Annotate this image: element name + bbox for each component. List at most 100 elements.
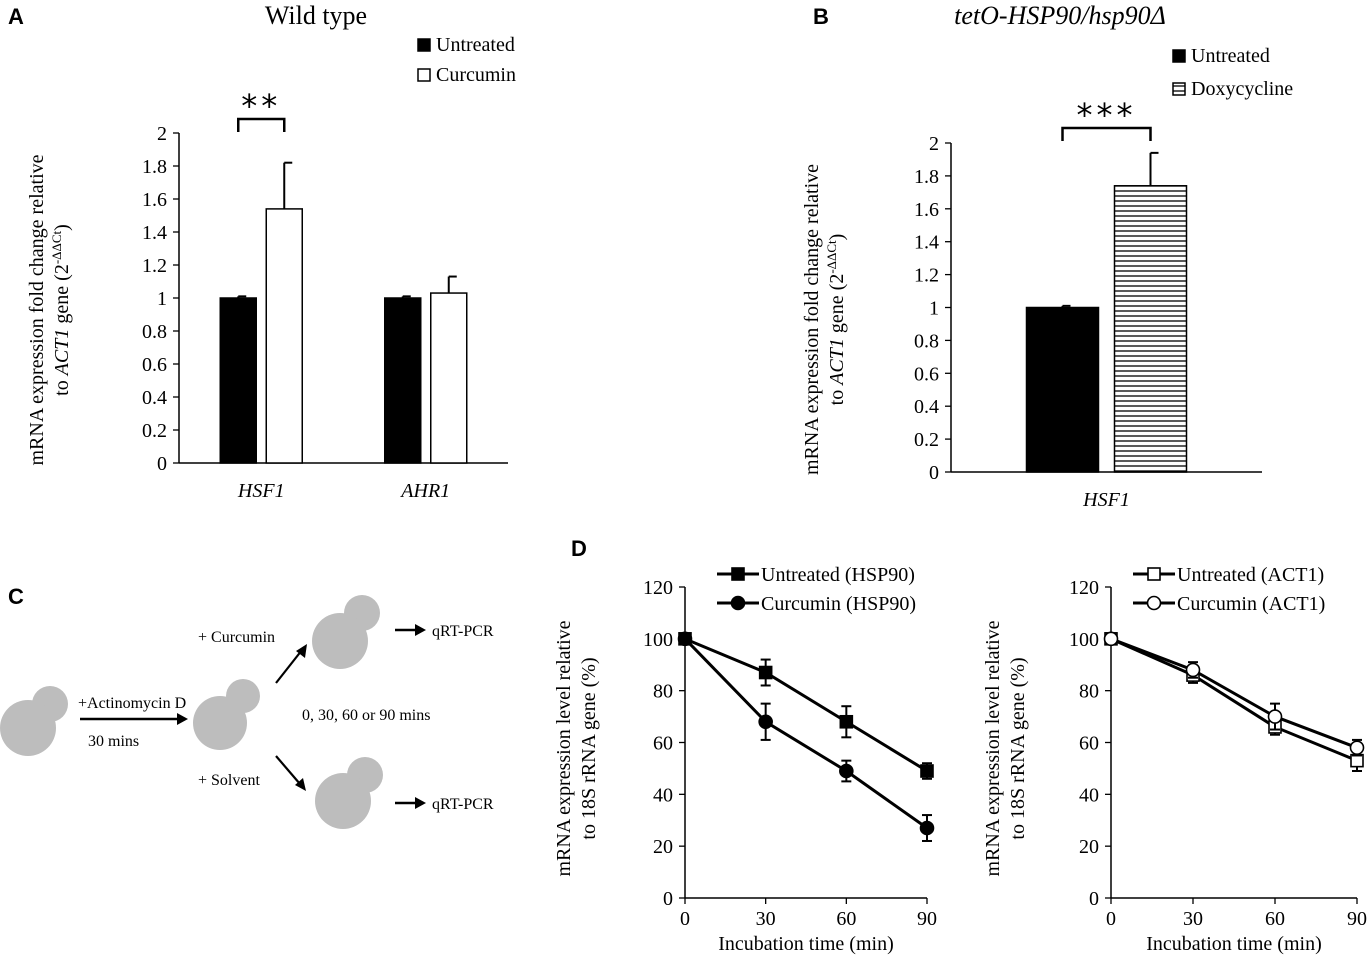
- chart-a-ylabel-line1: mRNA expression fold change relative: [26, 154, 48, 465]
- chart-d1-xlabel: Incubation time (min): [718, 933, 894, 955]
- chart-d2-legend-marker: [1146, 595, 1162, 611]
- arrow-top-out-head: [415, 624, 426, 636]
- chart-d1-ytick-label: 40: [653, 784, 673, 806]
- chart-d1-ytick-label: 0: [663, 888, 673, 910]
- chart-d2-legend-label: Untreated (ACT1): [1177, 564, 1324, 586]
- yeast-cell-top: [312, 595, 380, 669]
- chart-a-category-label: HSF1: [237, 480, 285, 502]
- chart-a-ytick-label: 0.4: [142, 387, 167, 409]
- chart-b-legend-swatch: [1172, 82, 1186, 96]
- chart-a-significance-label: **: [241, 87, 281, 125]
- chart-a-bar: [384, 297, 422, 464]
- chart-d1-ylabel: mRNA expression level relative to 18S rRN…: [553, 620, 600, 876]
- branch-bottom-label: + Solvent: [198, 772, 260, 789]
- arrow-down-head: [295, 778, 306, 791]
- chart-d1-legend-label: Curcumin (HSP90): [761, 593, 916, 615]
- chart-b-ytick-label: 1.4: [914, 232, 939, 254]
- chart-d2-ytick-label: 60: [1079, 733, 1099, 755]
- chart-b-ytick-label: 2: [929, 133, 939, 155]
- yeast-cell-middle: [193, 679, 260, 750]
- chart-d1-ytick-label: 100: [643, 629, 673, 651]
- chart-b-title: tetO-HSP90/hsp90Δ: [954, 1, 1166, 30]
- readout-top: qRT-PCR: [432, 623, 494, 640]
- chart-d1-legend-marker: [730, 595, 746, 611]
- chart-d1-ytick-label: 60: [653, 733, 673, 755]
- chart-b-significance-label: ***: [1077, 96, 1137, 134]
- chart-d1-xtick-label: 90: [917, 908, 937, 930]
- arrow-1-head: [177, 713, 188, 725]
- chart-b-category-label: HSF1: [1082, 489, 1130, 511]
- chart-d1-xtick-label: 60: [836, 908, 856, 930]
- yeast-cell-bottom: [315, 757, 383, 829]
- chart-d1-legend-marker: [731, 567, 745, 581]
- chart-d1-point-square: [839, 714, 854, 729]
- chart-b-ytick-label: 1: [929, 298, 939, 320]
- chart-a-legend-label: Untreated: [436, 34, 515, 56]
- chart-d1-point-circle: [839, 763, 854, 779]
- chart-d1-legend-label: Untreated (HSP90): [761, 564, 915, 586]
- chart-b-significance-bracket: [1061, 126, 1152, 141]
- chart-d2-ytick-label: 40: [1079, 784, 1099, 806]
- chart-b-ytick-label: 0.6: [914, 363, 939, 385]
- chart-a-title: Wild type: [265, 1, 367, 30]
- chart-a-bar: [265, 208, 303, 464]
- chart-a-ytick-label: 1: [157, 288, 167, 310]
- arrow-down: [275, 755, 301, 785]
- readout-bottom: qRT-PCR: [432, 796, 494, 813]
- chart-d2-legend-label: Curcumin (ACT1): [1177, 593, 1325, 615]
- arrow-up-head: [296, 644, 307, 658]
- chart-a-ytick-label: 0: [157, 453, 167, 475]
- chart-a-ytick-label: 0.6: [142, 354, 167, 376]
- chart-b-ytick-label: 1.6: [914, 199, 939, 221]
- chart-a-ylabel: mRNA expression fold change relative to A…: [26, 154, 73, 465]
- chart-d1-xtick-label: 0: [680, 908, 690, 930]
- chart-a-legend-swatch: [417, 38, 431, 52]
- chart-d2-ylabel-line2: to 18S rRNA gene (%): [1007, 657, 1029, 839]
- chart-a-bar: [219, 297, 257, 464]
- workflow-diagram: +Actinomycin D 30 mins + Curcumin + Solv…: [0, 595, 494, 829]
- panel-label-d: D: [571, 536, 587, 561]
- chart-a-legend-label: Curcumin: [436, 64, 516, 86]
- chart-d1-series-line: [684, 637, 928, 773]
- chart-d2-ytick-label: 20: [1079, 836, 1099, 858]
- chart-b-ytick-label: 1.2: [914, 265, 939, 287]
- chart-b-ytick-label: 0.2: [914, 429, 939, 451]
- chart-b-ytick-label: 0.8: [914, 330, 939, 352]
- chart-b-ylabel-line1: mRNA expression fold change relative: [801, 164, 823, 475]
- chart-d2-series-line: [1110, 637, 1358, 750]
- chart-a-ytick-label: 1.6: [142, 189, 167, 211]
- chart-d1-point-square: [920, 764, 934, 778]
- chart-a-significance-bracket: [237, 117, 286, 132]
- chart-d2-ytick-label: 80: [1079, 681, 1099, 703]
- chart-d2-ytick-label: 120: [1069, 577, 1099, 599]
- chart-d2-ytick-label: 0: [1089, 888, 1099, 910]
- chart-b-bar: [1113, 185, 1188, 473]
- step1-time: 30 mins: [88, 733, 139, 750]
- chart-b-ytick-label: 0: [929, 462, 939, 484]
- chart-d2-series-line: [1110, 637, 1358, 763]
- arrow-up: [275, 649, 303, 684]
- chart-b-ytick-label: 0.4: [914, 396, 939, 418]
- chart-d2-point-circle: [1349, 740, 1365, 755]
- chart-a-ytick-label: 1.4: [142, 222, 167, 244]
- chart-d1-ytick-label: 20: [653, 836, 673, 858]
- chart-d1-ylabel-line1: mRNA expression level relative: [553, 620, 575, 876]
- chart-b-ytick-label: 1.8: [914, 166, 939, 188]
- chart-d1: 0 20 40 60 80 100 120 0 30 60 90 Incubation time (m…: [553, 564, 937, 955]
- chart-d2-ylabel: mRNA expression level relative to 18S rRN…: [982, 620, 1029, 876]
- arrow-bottom-out-head: [415, 797, 426, 809]
- yeast-cell-start: [0, 686, 68, 756]
- chart-a-ytick-label: 0.8: [142, 321, 167, 343]
- chart-a-category-label: AHR1: [399, 480, 450, 502]
- chart-d2-xlabel: Incubation time (min): [1146, 933, 1322, 955]
- timepoints-label: 0, 30, 60 or 90 mins: [302, 707, 430, 724]
- chart-d2-ytick-label: 100: [1069, 629, 1099, 651]
- chart-a-ytick-label: 1.2: [142, 255, 167, 277]
- chart-a-ytick-label: 0.2: [142, 420, 167, 442]
- chart-a-ytick-label: 1.8: [142, 156, 167, 178]
- chart-b-bar: [1025, 306, 1100, 473]
- chart-d2-xtick-label: 60: [1265, 908, 1285, 930]
- branch-top-label: + Curcumin: [198, 629, 275, 646]
- chart-a-bar: [430, 292, 468, 464]
